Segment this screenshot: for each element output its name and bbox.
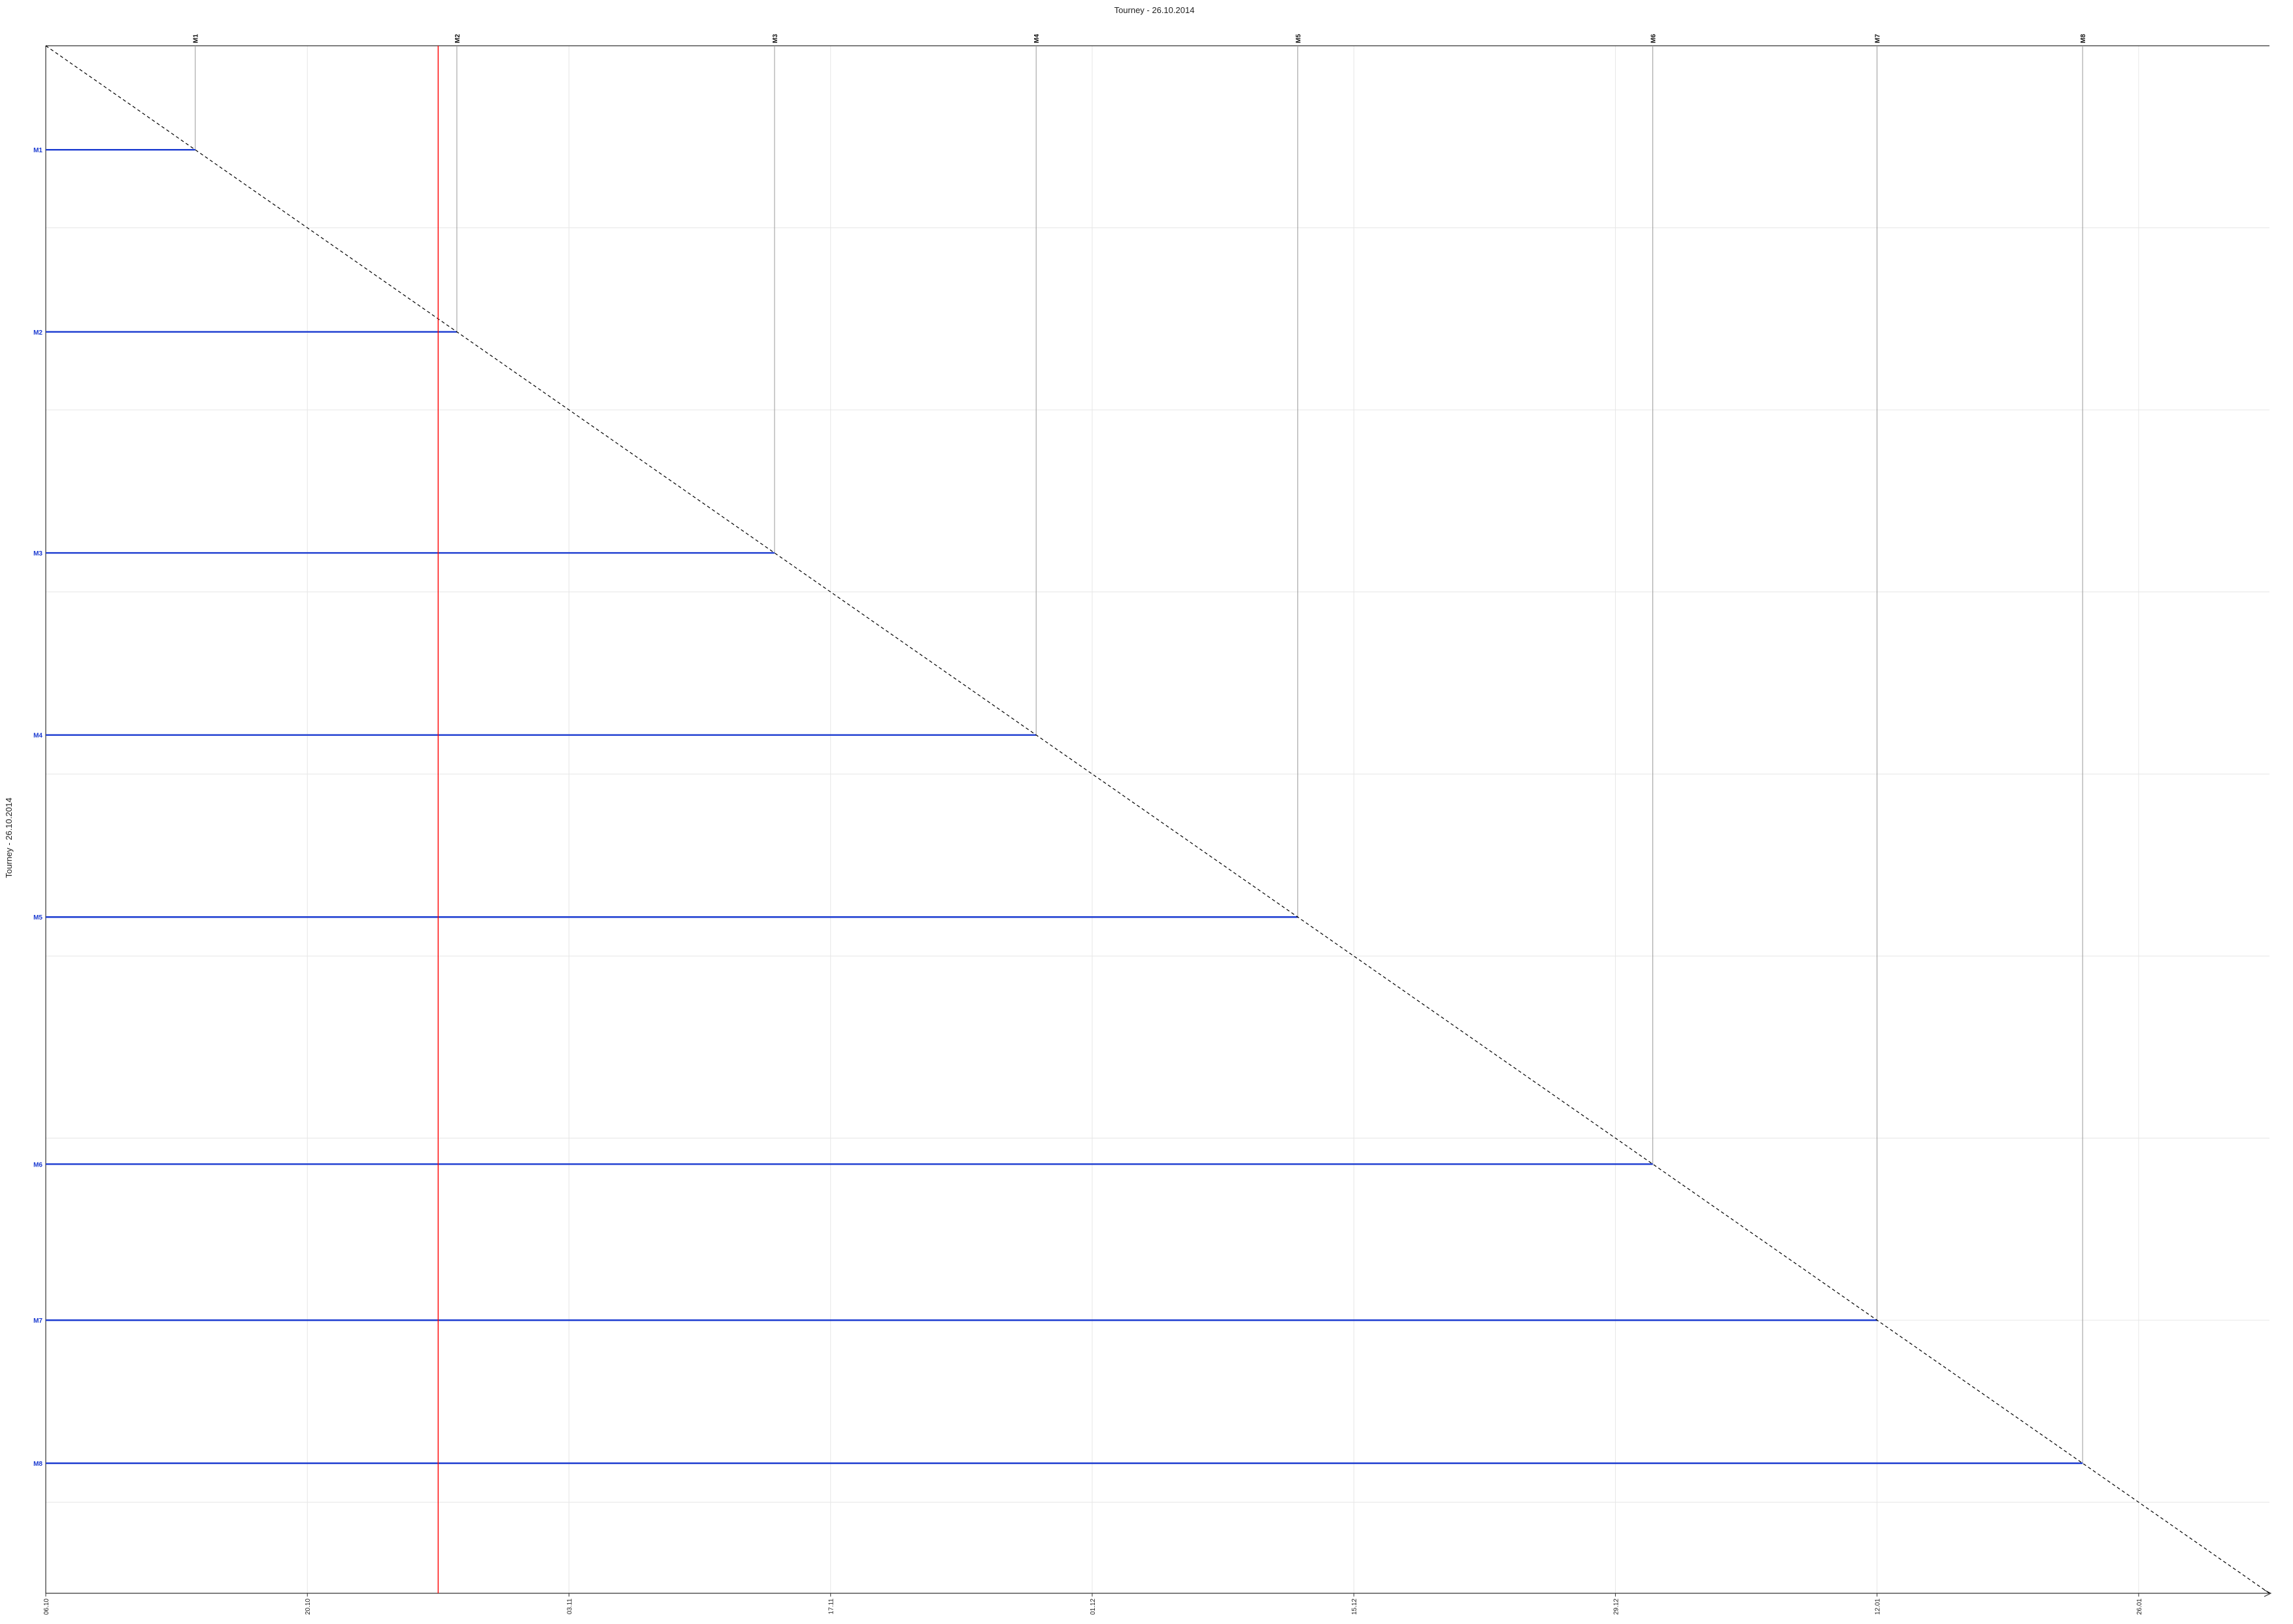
x-tick-label: 12.01 [1875, 1599, 1882, 1615]
milestone-left-label: M6 [33, 1161, 42, 1168]
milestone-top-label: M4 [1033, 34, 1041, 43]
x-tick-label: 29.12 [1613, 1599, 1620, 1615]
milestone-top-label: M5 [1295, 34, 1302, 43]
x-tick-label: 15.12 [1351, 1599, 1358, 1615]
milestone-left-label: M3 [33, 550, 42, 557]
milestone-top-label: M3 [772, 34, 779, 43]
chart-title: Tourney - 26.10.2014 [1114, 5, 1195, 15]
milestone-left-label: M1 [33, 147, 42, 154]
grid [46, 46, 2269, 1593]
axes [45, 45, 2272, 1597]
milestone-left-label: M4 [33, 733, 42, 740]
milestone-top-label: M2 [454, 34, 461, 43]
milestone-top-label: M7 [1875, 34, 1882, 43]
labels: 06.10 20.10 03.11 17.11 01.12 15.12 29.12 12.01… [33, 34, 2143, 1615]
x-tick-label: 20.10 [305, 1599, 312, 1615]
x-tick-label: 26.01 [2136, 1599, 2143, 1615]
x-axis-arrow [2264, 1589, 2272, 1597]
diagonal-line [45, 45, 2270, 1594]
x-tick-label: 03.11 [566, 1599, 573, 1615]
x-tick-label: 06.10 [43, 1599, 50, 1615]
milestone-top-label: M6 [1650, 34, 1658, 43]
milestone-lines [46, 148, 2083, 1465]
milestone-left-label: M8 [33, 1461, 42, 1468]
milestone-verticals [195, 46, 2083, 1464]
x-tick-label: 01.12 [1090, 1599, 1097, 1615]
milestone-left-label: M2 [33, 329, 42, 337]
milestone-top-label: M8 [2080, 34, 2087, 43]
x-tick-label: 17.11 [828, 1599, 835, 1615]
milestone-left-label: M7 [33, 1317, 42, 1325]
milestone-left-label: M5 [33, 914, 42, 921]
y-axis-label: Tourney - 26.10.2014 [4, 798, 14, 878]
milestone-top-label: M1 [193, 34, 200, 43]
diagonal [45, 45, 2270, 1594]
